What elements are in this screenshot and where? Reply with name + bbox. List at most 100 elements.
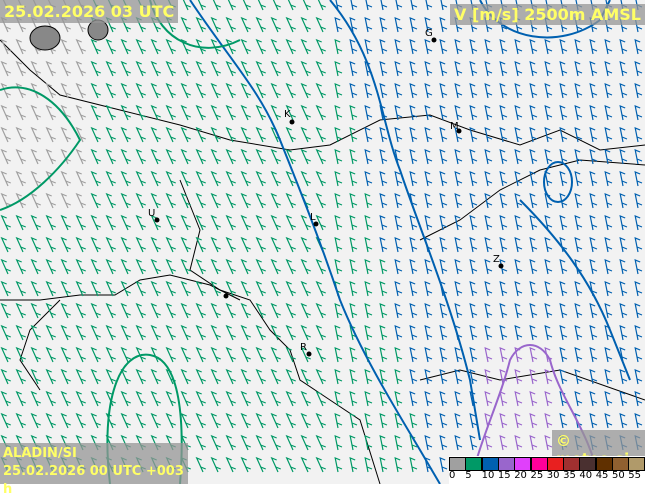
- wind-barb: [439, 369, 448, 385]
- wind-barb: [60, 346, 71, 363]
- wind-barb: [364, 171, 373, 187]
- wind-barb: [619, 39, 628, 55]
- wind-barb: [270, 456, 281, 473]
- wind-barb: [529, 127, 538, 143]
- wind-barb: [210, 280, 221, 297]
- wind-barb: [90, 324, 101, 341]
- wind-barbs: [0, 0, 643, 473]
- wind-barb: [225, 214, 236, 231]
- wind-barb: [135, 38, 146, 55]
- wind-barb: [379, 193, 388, 209]
- wind-barb: [315, 412, 326, 429]
- wind-barb: [135, 60, 146, 77]
- wind-barb: [469, 83, 478, 99]
- wind-barb: [150, 368, 161, 385]
- wind-barb: [255, 104, 266, 121]
- wind-barb: [364, 17, 373, 33]
- wind-barb: [379, 391, 388, 407]
- wind-barb: [225, 280, 236, 297]
- wind-barb: [285, 82, 296, 99]
- wind-barb: [300, 236, 311, 253]
- wind-barb: [559, 413, 568, 429]
- wind-barb: [180, 192, 191, 209]
- wind-barb: [469, 215, 478, 231]
- wind-barb: [45, 60, 56, 77]
- wind-barb: [165, 170, 176, 187]
- wind-barb: [409, 391, 418, 407]
- wind-barb: [120, 170, 131, 187]
- wind-barb: [240, 280, 251, 297]
- wind-barb: [454, 303, 463, 319]
- wind-barb: [559, 61, 568, 77]
- wind-barb: [364, 391, 373, 407]
- wind-barb: [240, 368, 251, 385]
- wind-barb: [559, 171, 568, 187]
- wind-barb: [619, 413, 628, 429]
- wind-barb: [409, 39, 418, 55]
- wind-barb: [45, 236, 56, 253]
- wind-barb: [45, 126, 56, 143]
- wind-barb: [589, 303, 598, 319]
- wind-barb: [424, 303, 433, 319]
- wind-barb: [90, 192, 101, 209]
- wind-barb: [120, 390, 131, 407]
- wind-barb: [195, 170, 206, 187]
- wind-barb: [484, 391, 493, 407]
- wind-barb: [559, 369, 568, 385]
- wind-barb: [255, 280, 266, 297]
- wind-barb: [0, 280, 11, 297]
- wind-barb: [240, 148, 251, 165]
- wind-barb: [439, 457, 448, 473]
- wind-barb: [15, 280, 26, 297]
- wind-barb: [255, 38, 266, 55]
- wind-barb: [619, 347, 628, 363]
- wind-barb: [484, 325, 493, 341]
- wind-barb: [105, 346, 116, 363]
- legend-tick: 35: [563, 470, 576, 481]
- wind-barb: [484, 39, 493, 55]
- wind-barb: [105, 280, 116, 297]
- wind-barb: [559, 325, 568, 341]
- wind-barb: [300, 126, 311, 143]
- wind-barb: [379, 39, 388, 55]
- wind-barb: [300, 302, 311, 319]
- wind-barb: [30, 324, 41, 341]
- wind-barb: [529, 391, 538, 407]
- wind-barb: [30, 170, 41, 187]
- wind-barb: [469, 435, 478, 451]
- wind-barb: [60, 192, 71, 209]
- wind-barb: [135, 390, 146, 407]
- wind-barb: [120, 82, 131, 99]
- wind-barb: [484, 259, 493, 275]
- wind-barb: [589, 369, 598, 385]
- wind-barb: [604, 171, 613, 187]
- wind-barb: [15, 236, 26, 253]
- wind-barb: [300, 434, 311, 451]
- wind-barb: [394, 303, 403, 319]
- wind-barb: [165, 346, 176, 363]
- wind-barb: [349, 105, 358, 121]
- wind-barb: [90, 126, 101, 143]
- wind-barb: [529, 369, 538, 385]
- wind-barb: [15, 104, 26, 121]
- city-label: K: [284, 109, 291, 120]
- wind-barb: [334, 171, 343, 187]
- wind-barb: [285, 390, 296, 407]
- wind-barb: [30, 368, 41, 385]
- wind-barb: [135, 280, 146, 297]
- field-label: V [m/s] 2500m AMSL: [450, 4, 645, 25]
- wind-barb: [105, 60, 116, 77]
- wind-barb: [15, 38, 26, 55]
- wind-barb: [334, 61, 343, 77]
- legend-swatch: [514, 457, 532, 471]
- wind-barb: [634, 127, 643, 143]
- wind-barb: [379, 215, 388, 231]
- wind-barb: [334, 83, 343, 99]
- wind-barb: [315, 60, 326, 77]
- wind-barb: [240, 258, 251, 275]
- wind-barb: [364, 193, 373, 209]
- wind-barb: [60, 60, 71, 77]
- wind-barb: [315, 280, 326, 297]
- wind-barb: [589, 259, 598, 275]
- wind-barb: [499, 39, 508, 55]
